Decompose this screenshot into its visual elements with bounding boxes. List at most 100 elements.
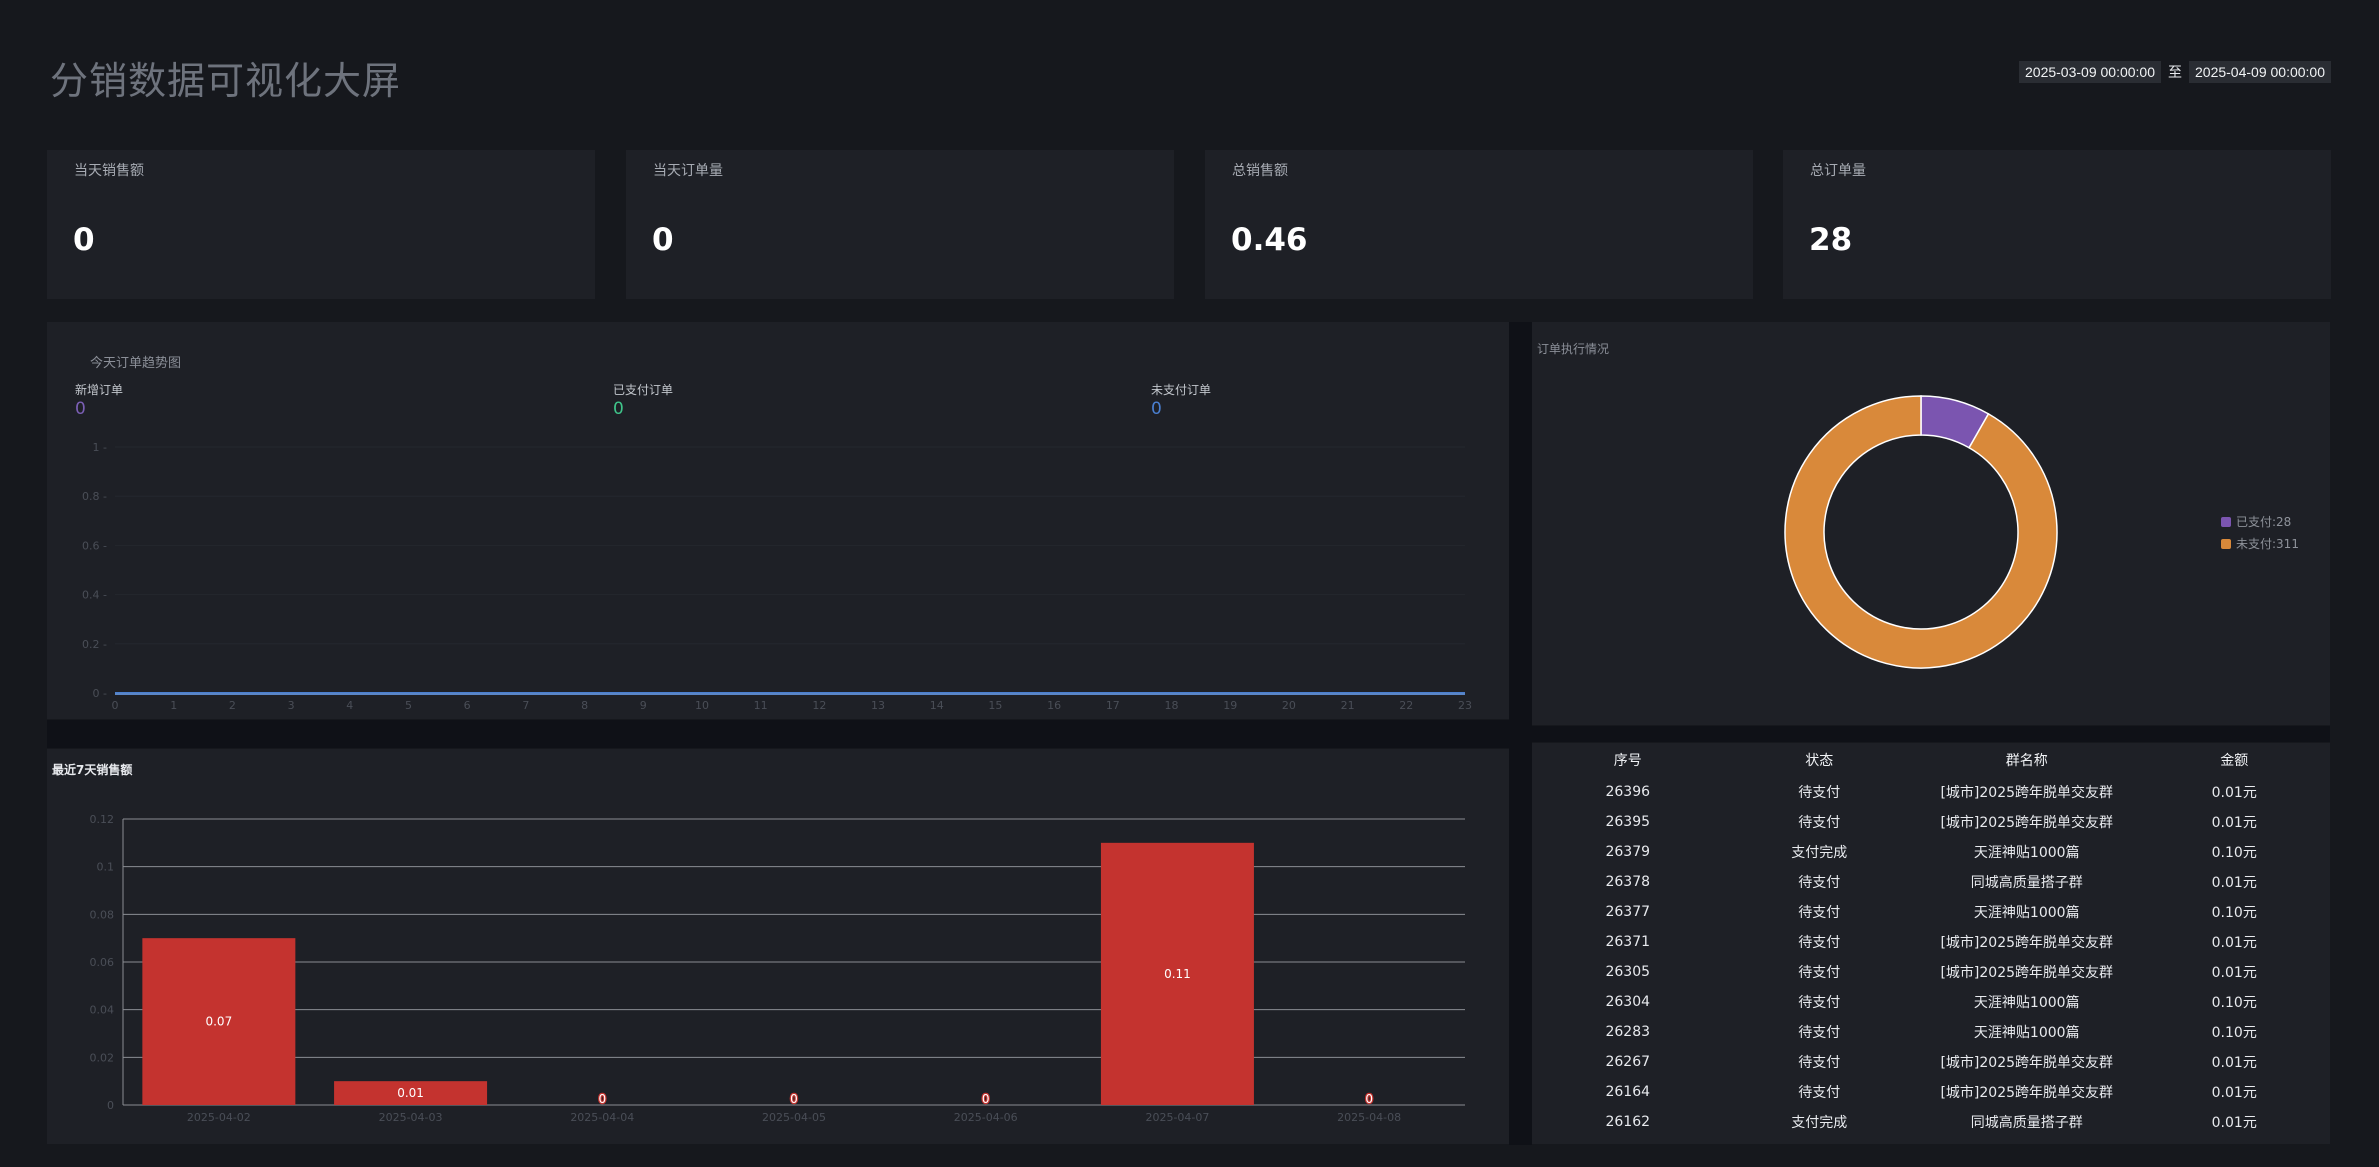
divider [47, 720, 1509, 748]
trend-chart-panel: 今天订单趋势图 新增订单 0 已支付订单 0 未支付订单 0 0 - 0.2 - 0… [47, 322, 1509, 719]
cell-group: 天涯神贴1000篇 [1973, 845, 2080, 861]
x-tick-label: 12 [812, 699, 826, 712]
legend-swatch [2221, 538, 2231, 549]
orders-table: 序号 状态 群名称 金额 26396 待支付 [城市]2025跨年脱单交友群 0.01… [1532, 743, 2330, 1144]
cell-amount: 0.01元 [2211, 1085, 2257, 1101]
x-tick-label: 23 [1458, 699, 1472, 712]
table-row[interactable]: 26283 待支付 天涯神贴1000篇 0.10元 [1532, 1017, 2330, 1047]
legend-label: 新增订单 [75, 383, 124, 397]
kpi-card-total-orders: 总订单量 28 [1783, 150, 2331, 299]
column-header-group: 群名称 [2005, 753, 2048, 769]
x-tick-label: 22 [1399, 699, 1413, 712]
table-row[interactable]: 26395 待支付 [城市]2025跨年脱单交友群 0.01元 [1532, 807, 2330, 837]
table-row[interactable]: 26162 支付完成 同城高质量搭子群 0.01元 [1532, 1107, 2330, 1137]
donut-title: 订单执行情况 [1537, 342, 1610, 356]
kpi-label: 当天销售额 [74, 163, 144, 179]
x-tick-label: 17 [1106, 699, 1120, 712]
y-tick-label: 0.04 [90, 1004, 115, 1017]
x-tick-label: 2025-04-07 [1145, 1111, 1209, 1124]
cell-group: [城市]2025跨年脱单交友群 [1940, 1085, 2114, 1101]
bar-value-label: 0 [598, 1092, 606, 1106]
bar [1100, 842, 1254, 1105]
cell-amount: 0.10元 [2211, 1025, 2257, 1041]
x-tick-label: 20 [1282, 699, 1296, 712]
column-header-amount: 金额 [2220, 753, 2249, 769]
x-tick-label: 15 [988, 699, 1002, 712]
kpi-card-today-orders: 当天订单量 0 [626, 150, 1174, 299]
date-end-field[interactable]: 2025-04-09 00:00:00 [2189, 61, 2331, 83]
cell-id: 26267 [1605, 1054, 1651, 1070]
table-row[interactable]: 26377 待支付 天涯神贴1000篇 0.10元 [1532, 897, 2330, 927]
table-row[interactable]: 26379 支付完成 天涯神贴1000篇 0.10元 [1532, 837, 2330, 867]
legend-label: 未支付订单 [1151, 383, 1212, 397]
legend-value: 0 [1151, 399, 1162, 419]
x-tick-label: 16 [1047, 699, 1061, 712]
kpi-label: 总销售额 [1232, 163, 1288, 179]
cell-id: 26162 [1605, 1114, 1651, 1130]
sales-7days-panel: 最近7天销售额 0 0.02 0.04 0.06 0.08 0.1 0.12 0.07 2025… [47, 749, 1509, 1144]
x-tick-label: 6 [464, 699, 471, 712]
x-tick-label: 2 [229, 699, 236, 712]
y-tick-label: 0.02 [90, 1051, 115, 1064]
date-separator: 至 [2168, 65, 2182, 81]
bar [142, 938, 296, 1105]
cell-amount: 0.01元 [2211, 875, 2257, 891]
legend-unpaid[interactable]: 未支付:311 [2221, 535, 2299, 552]
x-tick-label: 2025-04-05 [762, 1111, 826, 1124]
table-row[interactable]: 26396 待支付 [城市]2025跨年脱单交友群 0.01元 [1532, 777, 2330, 807]
order-status-donut [1784, 395, 2058, 669]
cell-status: 待支付 [1798, 875, 1841, 891]
date-range-picker[interactable]: 2025-03-09 00:00:00 至 2025-04-09 00:00:0… [2019, 61, 2331, 83]
cell-group: 天涯神贴1000篇 [1973, 1025, 2080, 1041]
legend-label: 已支付:28 [2236, 515, 2292, 529]
cell-amount: 0.01元 [2211, 1115, 2257, 1131]
cell-id: 26304 [1605, 994, 1651, 1010]
page-title: 分销数据可视化大屏 [50, 59, 402, 103]
x-tick-label: 7 [522, 699, 529, 712]
kpi-label: 总订单量 [1810, 163, 1866, 179]
cell-status: 待支付 [1798, 815, 1841, 831]
table-row[interactable]: 26305 待支付 [城市]2025跨年脱单交友群 0.01元 [1532, 957, 2330, 987]
x-tick-label: 1 [170, 699, 177, 712]
cell-status: 待支付 [1798, 785, 1841, 801]
table-row[interactable]: 26164 待支付 [城市]2025跨年脱单交友群 0.01元 [1532, 1077, 2330, 1107]
x-tick-label: 2025-04-08 [1337, 1111, 1401, 1124]
cell-id: 26371 [1605, 934, 1651, 950]
kpi-value: 0.46 [1231, 222, 1308, 258]
kpi-card-today-sales: 当天销售额 0 [47, 150, 595, 299]
column-header-id: 序号 [1613, 753, 1642, 769]
cell-group: [城市]2025跨年脱单交友群 [1940, 815, 2114, 831]
cell-id: 26396 [1605, 784, 1651, 800]
cell-amount: 0.01元 [2211, 935, 2257, 951]
cell-status: 支付完成 [1791, 845, 1848, 861]
cell-group: [城市]2025跨年脱单交友群 [1940, 935, 2114, 951]
cell-group: 同城高质量搭子群 [1970, 1115, 2083, 1131]
kpi-label: 当天订单量 [653, 163, 723, 179]
cell-id: 26379 [1605, 844, 1651, 860]
x-tick-label: 19 [1223, 699, 1237, 712]
cell-id: 26377 [1605, 904, 1651, 920]
legend-paid[interactable]: 已支付:28 [2221, 513, 2291, 530]
bar-value-label: 0.07 [205, 1015, 232, 1029]
x-tick-label: 9 [640, 699, 647, 712]
table-row[interactable]: 26371 待支付 [城市]2025跨年脱单交友群 0.01元 [1532, 927, 2330, 957]
legend-value: 0 [613, 399, 624, 419]
y-tick-label: 0.12 [90, 813, 115, 826]
table-row[interactable]: 26267 待支付 [城市]2025跨年脱单交友群 0.01元 [1532, 1047, 2330, 1077]
date-start-field[interactable]: 2025-03-09 00:00:00 [2019, 61, 2161, 83]
y-tick-label: 0.6 - [82, 539, 107, 552]
cell-amount: 0.10元 [2211, 905, 2257, 921]
table-row[interactable]: 26304 待支付 天涯神贴1000篇 0.10元 [1532, 987, 2330, 1017]
cell-id: 26283 [1605, 1024, 1651, 1040]
x-tick-label: 11 [754, 699, 768, 712]
x-tick-label: 18 [1165, 699, 1179, 712]
table-row[interactable]: 26378 待支付 同城高质量搭子群 0.01元 [1532, 867, 2330, 897]
trend-chart-title: 今天订单趋势图 [90, 356, 182, 371]
sales-7days-title: 最近7天销售额 [52, 763, 133, 777]
kpi-card-total-sales: 总销售额 0.46 [1205, 150, 1753, 299]
cell-status: 待支付 [1798, 965, 1841, 981]
cell-group: 同城高质量搭子群 [1970, 875, 2083, 891]
y-tick-label: 0.1 [97, 861, 115, 874]
cell-status: 待支付 [1798, 1085, 1841, 1101]
bar-value-label: 0 [1365, 1092, 1373, 1106]
